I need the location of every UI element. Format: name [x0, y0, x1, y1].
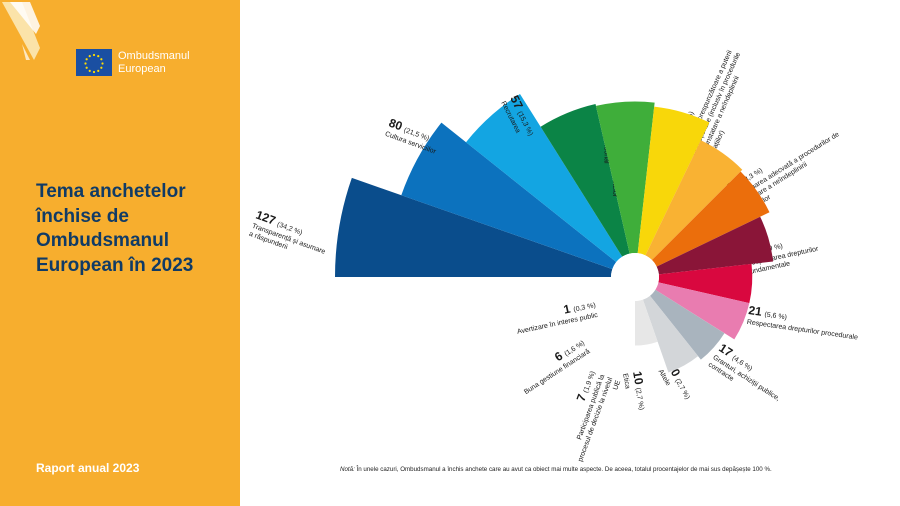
wedge-label-8: 21(5,6 %)Respectarea drepturilor procedu…: [746, 303, 858, 342]
wedge-value-14: 1: [562, 301, 572, 316]
sidebar: Ombudsmanul European Tema anchetelor înc…: [0, 0, 240, 506]
wedge-2: [401, 122, 617, 270]
title-line-3: Ombudsmanul: [36, 230, 170, 251]
wedge-10: [658, 263, 753, 304]
wedge-4: [540, 104, 630, 257]
wedge-percent-14: (0,3 %): [573, 302, 597, 314]
eu-flag-icon: [76, 49, 112, 76]
wedge-value-1: 127: [254, 208, 278, 228]
wedge-1: [335, 177, 613, 277]
wedge-value-11: 10: [630, 370, 646, 386]
wedge-12: [649, 289, 725, 360]
wedge-8: [651, 171, 770, 267]
wedge-name-14: Avertizare în interes public: [516, 312, 599, 336]
wedge-percent-8: (5,6 %): [764, 311, 787, 321]
logo-line-2: European: [118, 63, 166, 75]
wedge-14: [635, 299, 658, 346]
title-line-4: European în 2023: [36, 254, 194, 276]
wedge-13: [642, 295, 699, 373]
wedge-percent-7: (5,9 %): [760, 243, 784, 255]
wedge-value-3: 57: [507, 93, 526, 112]
wedge-7: [645, 140, 743, 261]
footnote-text: În unele cazuri, Ombudsmanul a închis an…: [356, 466, 772, 473]
wedge-value-13: 6: [552, 349, 565, 365]
wedge-label-11: 10(2,7 %)Etica: [621, 370, 651, 411]
wedge-6: [637, 106, 710, 256]
wedge-label-12: 7(1,9 %)Participarea publică laprocesul …: [574, 370, 623, 462]
page-title: Tema anchetelor închise de Ombudsmanul E…: [36, 180, 231, 278]
wedge-percent-10: (2,7 %): [673, 378, 690, 401]
wedge-9: [656, 216, 774, 275]
footnote-label: Notă:: [340, 466, 355, 473]
wedge-name-11: Etica: [621, 373, 631, 390]
svg-text:10(2,7 %): 10(2,7 %): [630, 370, 651, 411]
wedge-value-2: 80: [387, 116, 405, 134]
footnote: Notă: În unele cazuri, Ombudsmanul a înc…: [340, 466, 772, 473]
title-line-1: Tema anchetelor: [36, 181, 186, 202]
svg-text:21(5,6 %): 21(5,6 %): [748, 303, 788, 322]
ombudsman-logo-mark: [2, 2, 40, 60]
wedge-label-13: 6(1,6 %)Buna gestiune financiară: [523, 340, 592, 396]
title-line-2: închise de: [36, 205, 129, 227]
svg-text:1(0,3 %): 1(0,3 %): [562, 296, 596, 316]
logo-text: Ombudsmanul European: [118, 50, 190, 76]
wedge-label-14: 1(0,3 %)Avertizare în interes public: [516, 296, 599, 336]
wedge-value-8: 21: [748, 303, 763, 319]
center-hole: [611, 253, 659, 301]
logo-line-1: Ombudsmanul: [118, 50, 190, 62]
wedge-11: [655, 282, 750, 340]
wedge-5: [595, 101, 655, 254]
wedge-label-9: 17(4,6 %)Granturi, achiziții publice,con…: [707, 341, 781, 403]
wedge-name-12: UE: [612, 379, 622, 391]
wedge-value-12: 7: [574, 392, 590, 403]
report-footer: Raport anual 2023: [36, 461, 140, 475]
wedge-3: [465, 93, 623, 263]
wedge-name-8: Respectarea drepturilor procedurale: [746, 319, 858, 342]
wedge-percent-11: (2,7 %): [634, 387, 645, 410]
